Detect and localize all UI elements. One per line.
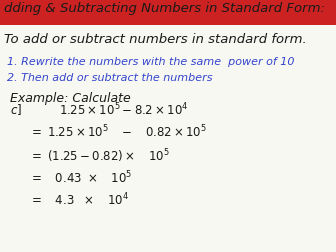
Text: $c]$: $c]$ [10, 102, 22, 117]
Bar [0, 0, 336, 25]
Text: $= \ 1.25 \times 10^5 \quad - \quad 0.82 \times 10^5$: $= \ 1.25 \times 10^5 \quad - \quad 0.82… [29, 123, 207, 140]
Text: 2. Then add or subtract the numbers: 2. Then add or subtract the numbers [7, 73, 212, 83]
Text: 1. Rewrite the numbers with the same  power of 10: 1. Rewrite the numbers with the same pow… [7, 57, 294, 67]
Text: $= \quad 4.3 \ \ \times \quad 10^4$: $= \quad 4.3 \ \ \times \quad 10^4$ [29, 192, 128, 208]
Text: dding & Subtracting Numbers in Standard Form:: dding & Subtracting Numbers in Standard … [4, 2, 325, 15]
Text: Example: Calculate: Example: Calculate [10, 92, 131, 105]
Text: $= \quad 0.43 \ \times \quad 10^5$: $= \quad 0.43 \ \times \quad 10^5$ [29, 170, 132, 187]
Text: $= \ (1.25 - 0.82) \times \quad 10^5$: $= \ (1.25 - 0.82) \times \quad 10^5$ [29, 147, 169, 165]
Text: $1.25 \times 10^5 - 8.2 \times 10^4$: $1.25 \times 10^5 - 8.2 \times 10^4$ [59, 102, 188, 119]
Text: To add or subtract numbers in standard form.: To add or subtract numbers in standard f… [4, 33, 307, 46]
